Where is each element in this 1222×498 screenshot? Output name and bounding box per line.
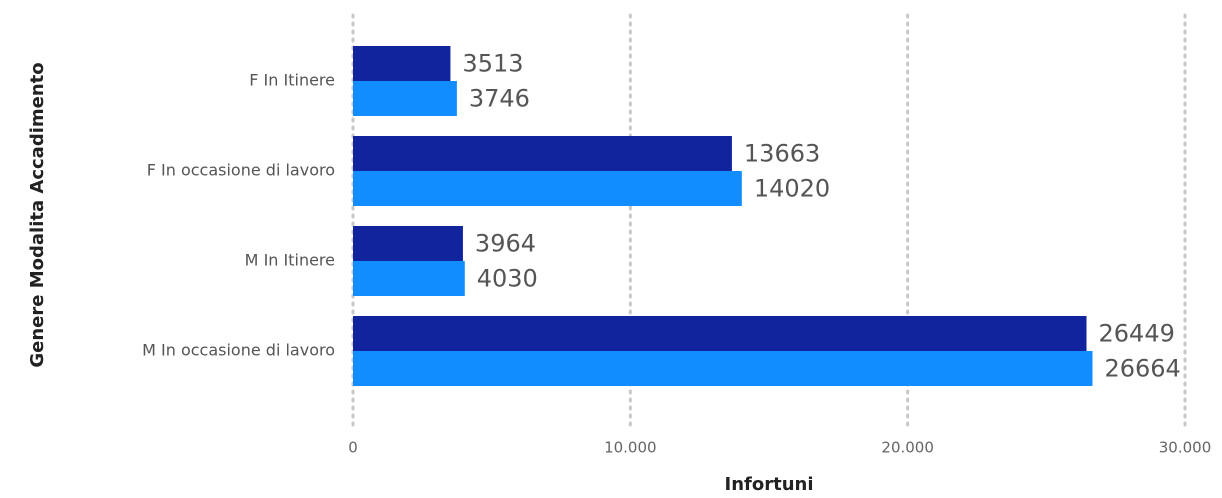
- x-tick-label: 10.000: [604, 439, 657, 457]
- bar: [353, 316, 1087, 351]
- data-label: 3964: [475, 230, 536, 258]
- x-tick-label: 0: [348, 439, 358, 457]
- data-label: 4030: [477, 265, 538, 293]
- y-tick-label: M In Itinere: [245, 251, 335, 270]
- bar: [353, 226, 463, 261]
- y-tick-label: F In Itinere: [249, 71, 335, 90]
- data-label: 26449: [1099, 320, 1175, 348]
- data-label: 26664: [1104, 355, 1180, 383]
- bar: [353, 46, 451, 81]
- data-label: 13663: [744, 140, 820, 168]
- y-tick-label: F In occasione di lavoro: [147, 161, 335, 180]
- y-axis-title: Genere Modalita Accadimento: [27, 62, 48, 367]
- bar: [353, 351, 1093, 386]
- x-axis-title: Infortuni: [725, 474, 814, 494]
- bar: [353, 81, 457, 116]
- data-label: 14020: [754, 175, 830, 203]
- x-tick-label: 20.000: [881, 439, 934, 457]
- bar: [353, 171, 742, 206]
- data-label: 3746: [469, 85, 530, 113]
- bar: [353, 261, 465, 296]
- data-label: 3513: [462, 50, 523, 78]
- bar: [353, 136, 732, 171]
- x-tick-label: 30.000: [1159, 439, 1212, 457]
- y-tick-label: M In occasione di lavoro: [142, 341, 335, 360]
